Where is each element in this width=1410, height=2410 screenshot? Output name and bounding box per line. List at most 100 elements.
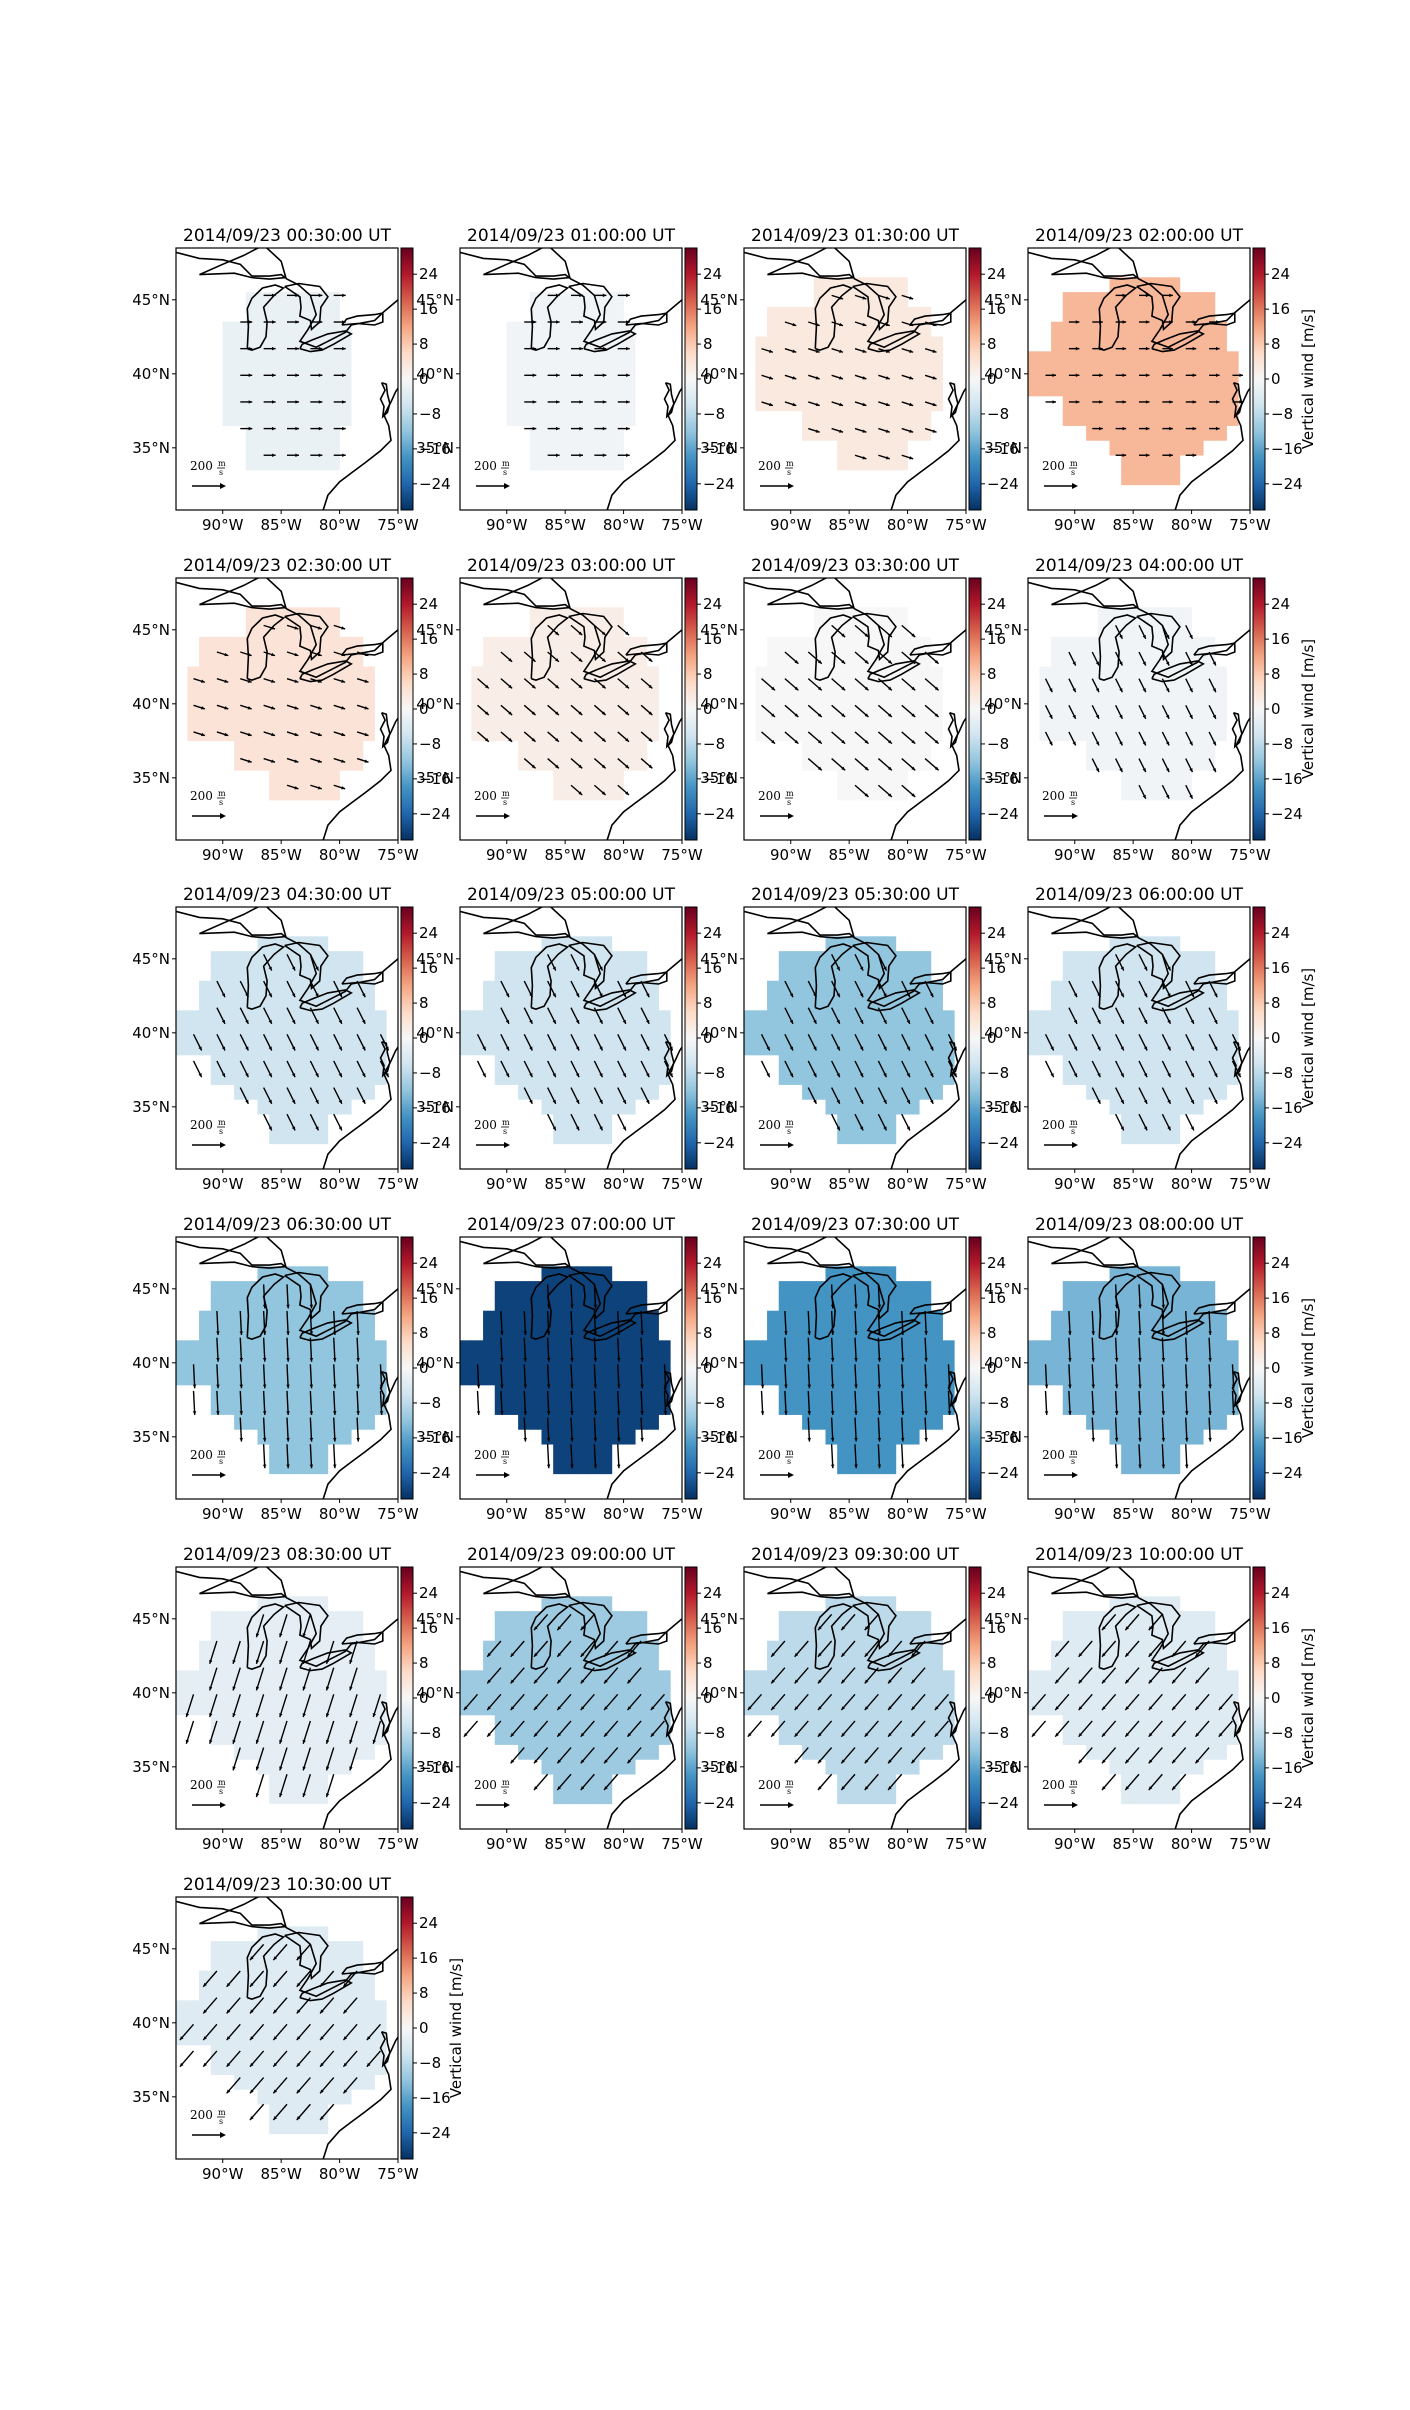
wind-arrow-head	[224, 732, 229, 737]
wind-arrow-head	[271, 759, 276, 763]
heatmap-cell	[623, 1084, 636, 1100]
scale-label: 200	[474, 459, 497, 473]
heatmap-cell	[1214, 1084, 1227, 1100]
heatmap-cell	[813, 380, 827, 397]
heatmap-cell	[1226, 1010, 1239, 1026]
lon-tick-label: 85°W	[828, 846, 870, 864]
wind-arrow-head	[771, 739, 776, 744]
heatmap-cell	[541, 1069, 554, 1085]
wind-arrow	[1161, 1337, 1165, 1362]
heatmap-cell	[529, 1295, 543, 1312]
heatmap-cell	[1179, 321, 1192, 338]
heatmap-cell	[222, 1054, 235, 1071]
wind-arrow-head	[484, 684, 489, 689]
wind-arrow-head	[807, 1411, 812, 1415]
wind-arrow-head	[556, 293, 560, 298]
heatmap-cell	[1097, 636, 1111, 653]
heatmap-cell	[646, 1039, 659, 1056]
wind-arrow-head	[262, 1331, 267, 1336]
heatmap-cell	[1132, 965, 1146, 982]
wind-arrow-head	[333, 1331, 337, 1336]
heatmap-cell	[553, 351, 566, 367]
heatmap-cell	[599, 1369, 613, 1386]
lon-tick-label: 85°W	[828, 516, 870, 534]
heatmap-cell	[907, 951, 920, 967]
lake-michigan-outline	[1098, 284, 1138, 351]
wind-arrow-head	[570, 1331, 574, 1336]
wind-arrow-head	[271, 626, 276, 630]
heatmap-cell	[518, 1084, 531, 1100]
wind-arrow-head	[626, 426, 630, 431]
heatmap-cell	[1167, 770, 1181, 786]
wind-arrow-head	[911, 739, 916, 744]
wind-arrow-head	[342, 453, 346, 457]
lake-michigan-outline	[814, 284, 854, 351]
heatmap-cell	[494, 1025, 508, 1041]
chesapeake-bay-outline	[947, 1370, 959, 1408]
colorbar-tick-label: −24	[987, 1464, 1019, 1482]
heatmap-cell	[907, 351, 920, 367]
heatmap-cell	[304, 425, 317, 441]
heatmap-cell	[1051, 1039, 1064, 1056]
wind-arrow-head	[1120, 1019, 1124, 1024]
heatmap-cell	[611, 725, 624, 742]
heatmap-cell	[825, 666, 838, 682]
heatmap-cell	[767, 725, 780, 742]
colorbar-tick-label: −8	[703, 405, 725, 423]
heatmap-cell	[1062, 292, 1076, 308]
wind-arrow-head	[854, 1357, 858, 1362]
heatmap-cell	[790, 366, 803, 382]
colorbar-tick-label: 0	[703, 1359, 713, 1377]
colorbar-tick-label: 0	[1271, 1029, 1281, 1047]
heatmap-cell	[257, 292, 270, 308]
heatmap-cell	[1179, 696, 1192, 712]
heatmap-cell	[518, 710, 531, 727]
wind-arrow-head	[356, 1411, 360, 1415]
wind-arrow	[1161, 1310, 1165, 1336]
heatmap-cell	[872, 1084, 885, 1100]
wind-arrow-head	[1122, 320, 1127, 324]
heatmap-cell	[269, 1054, 282, 1071]
heatmap-cell	[930, 1054, 943, 1071]
heatmap-cell	[872, 1039, 885, 1056]
wind-arrow-head	[601, 738, 606, 742]
heatmap-cell	[599, 755, 613, 771]
heatmap-cell	[234, 666, 247, 682]
heatmap-cell	[848, 1069, 862, 1085]
heatmap-cell	[257, 1099, 270, 1115]
colorbar	[968, 1236, 982, 1500]
scale-unit-num: m	[786, 1118, 794, 1127]
wind-arrow-head	[532, 373, 537, 378]
wind-arrow-head	[245, 1019, 249, 1024]
heatmap-cell	[1144, 1369, 1157, 1386]
heatmap-cell	[269, 1369, 282, 1386]
wind-arrow-head	[1049, 714, 1053, 719]
heatmap-cell	[483, 710, 496, 727]
wind-arrow-head	[531, 658, 536, 662]
heatmap-cell	[210, 965, 224, 982]
heatmap-cell	[292, 1054, 305, 1071]
scale-unit-den: s	[787, 1457, 791, 1466]
heatmap-cell	[506, 1069, 519, 1085]
wind-arrow-head	[1044, 1384, 1049, 1389]
heatmap-cell	[1132, 1399, 1146, 1415]
heatmap-cell	[860, 1443, 873, 1460]
wind-arrow	[286, 1364, 289, 1389]
heatmap-cell	[1132, 710, 1146, 727]
heatmap-cell	[790, 636, 803, 653]
heatmap-cell	[860, 1340, 873, 1356]
colorbar-tick-label: −16	[987, 770, 1019, 788]
heatmap-cell	[1132, 410, 1146, 426]
east-coast-outline	[322, 696, 398, 840]
heatmap-cell	[245, 380, 259, 397]
heatmap-cell	[611, 1399, 624, 1415]
heatmap-cell	[837, 425, 850, 441]
heatmap-cell	[339, 1099, 352, 1115]
heatmap-cell	[529, 1369, 543, 1386]
lake-erie-outline	[867, 989, 921, 1012]
heatmap-cell	[1226, 366, 1239, 382]
heatmap-cell	[1179, 710, 1192, 727]
heatmap-cell	[327, 321, 340, 338]
